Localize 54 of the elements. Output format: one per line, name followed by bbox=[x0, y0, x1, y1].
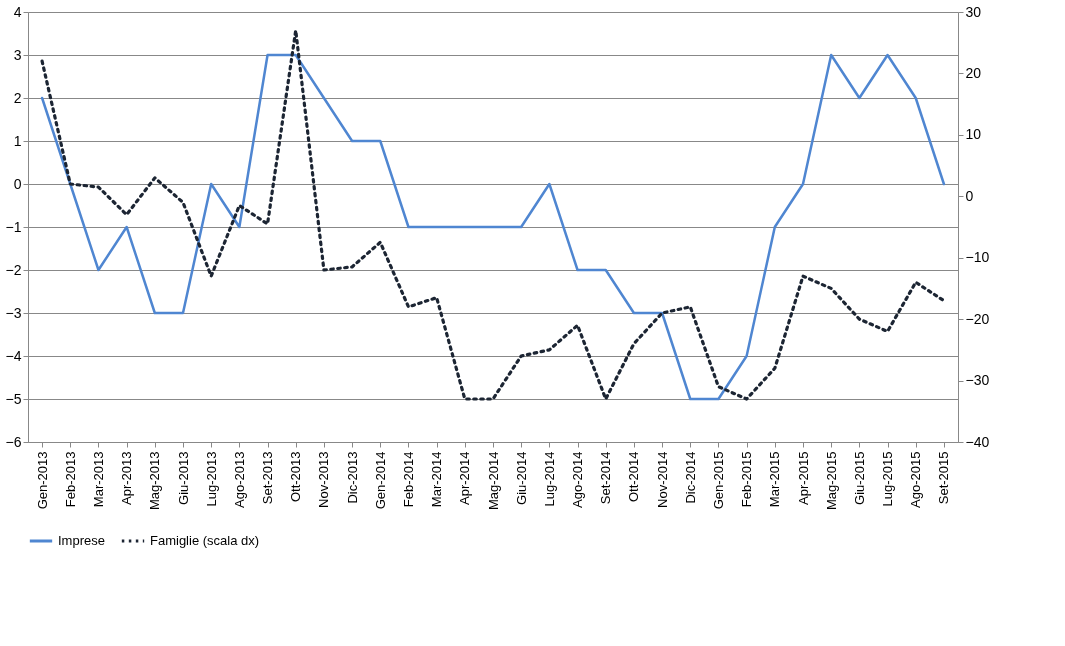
legend-label: Famiglie (scala dx) bbox=[150, 533, 260, 548]
y-tick-label: −6 bbox=[5, 433, 22, 450]
y-tick-label: −5 bbox=[5, 390, 22, 407]
y-tick-label: 1 bbox=[13, 132, 22, 149]
y2-tick-label: −20 bbox=[965, 310, 990, 327]
x-tick-label: Feb-2015 bbox=[739, 451, 755, 508]
x-tick-label: Feb-2013 bbox=[62, 451, 78, 508]
x-tick-label: Set-2013 bbox=[260, 451, 276, 505]
x-tick-label: Giu-2013 bbox=[175, 451, 191, 505]
legend-label: Imprese bbox=[58, 533, 105, 548]
y2-tick-label: 30 bbox=[965, 3, 982, 20]
x-tick-label: Apr-2015 bbox=[795, 451, 811, 505]
x-tick-label: Ago-2015 bbox=[908, 451, 924, 508]
y2-tick-label: 0 bbox=[965, 187, 974, 204]
y-tick-label: 0 bbox=[13, 175, 22, 192]
x-tick-label: Mag-2014 bbox=[485, 451, 501, 511]
x-tick-label: Feb-2014 bbox=[400, 451, 416, 508]
x-tick-label: Mar-2015 bbox=[767, 451, 783, 508]
y-tick-label: 2 bbox=[13, 89, 22, 106]
x-tick-label: Mag-2013 bbox=[147, 451, 163, 511]
y2-tick-label: 20 bbox=[965, 64, 982, 81]
x-tick-label: Set-2015 bbox=[936, 451, 952, 505]
x-tick-label: Apr-2013 bbox=[119, 451, 135, 505]
x-tick-label: Gen-2013 bbox=[34, 451, 50, 510]
x-tick-label: Mar-2014 bbox=[429, 451, 445, 508]
x-tick-label: Lug-2014 bbox=[541, 451, 557, 507]
y-tick-label: −4 bbox=[5, 347, 22, 364]
y-tick-label: 3 bbox=[13, 46, 22, 63]
y-tick-label: 4 bbox=[13, 3, 22, 20]
x-tick-label: Nov-2014 bbox=[654, 451, 670, 508]
x-tick-label: Giu-2015 bbox=[851, 451, 867, 505]
x-tick-label: Ott-2013 bbox=[288, 451, 304, 503]
x-tick-label: Nov-2013 bbox=[316, 451, 332, 508]
y2-tick-label: −40 bbox=[965, 433, 990, 450]
y-tick-label: −3 bbox=[5, 304, 22, 321]
x-tick-label: Giu-2014 bbox=[513, 451, 529, 505]
y-tick-label: −2 bbox=[5, 261, 22, 278]
x-tick-label: Gen-2015 bbox=[710, 451, 726, 510]
x-tick-label: Mar-2013 bbox=[90, 451, 106, 508]
x-tick-label: Set-2014 bbox=[598, 451, 614, 505]
y-tick-label: −1 bbox=[5, 218, 22, 235]
x-tick-label: Mag-2015 bbox=[823, 451, 839, 511]
x-tick-label: Ago-2013 bbox=[231, 451, 247, 508]
x-tick-label: Lug-2013 bbox=[203, 451, 219, 507]
x-tick-label: Dic-2014 bbox=[682, 451, 698, 504]
x-tick-label: Lug-2015 bbox=[880, 451, 896, 507]
y2-tick-label: −10 bbox=[965, 249, 990, 266]
x-tick-label: Gen-2014 bbox=[372, 451, 388, 510]
x-tick-label: Dic-2013 bbox=[344, 451, 360, 504]
x-tick-label: Apr-2014 bbox=[457, 451, 473, 505]
y2-tick-label: −30 bbox=[965, 372, 990, 389]
y2-tick-label: 10 bbox=[965, 126, 982, 143]
x-tick-label: Ott-2014 bbox=[626, 451, 642, 503]
x-tick-label: Ago-2014 bbox=[570, 451, 586, 508]
